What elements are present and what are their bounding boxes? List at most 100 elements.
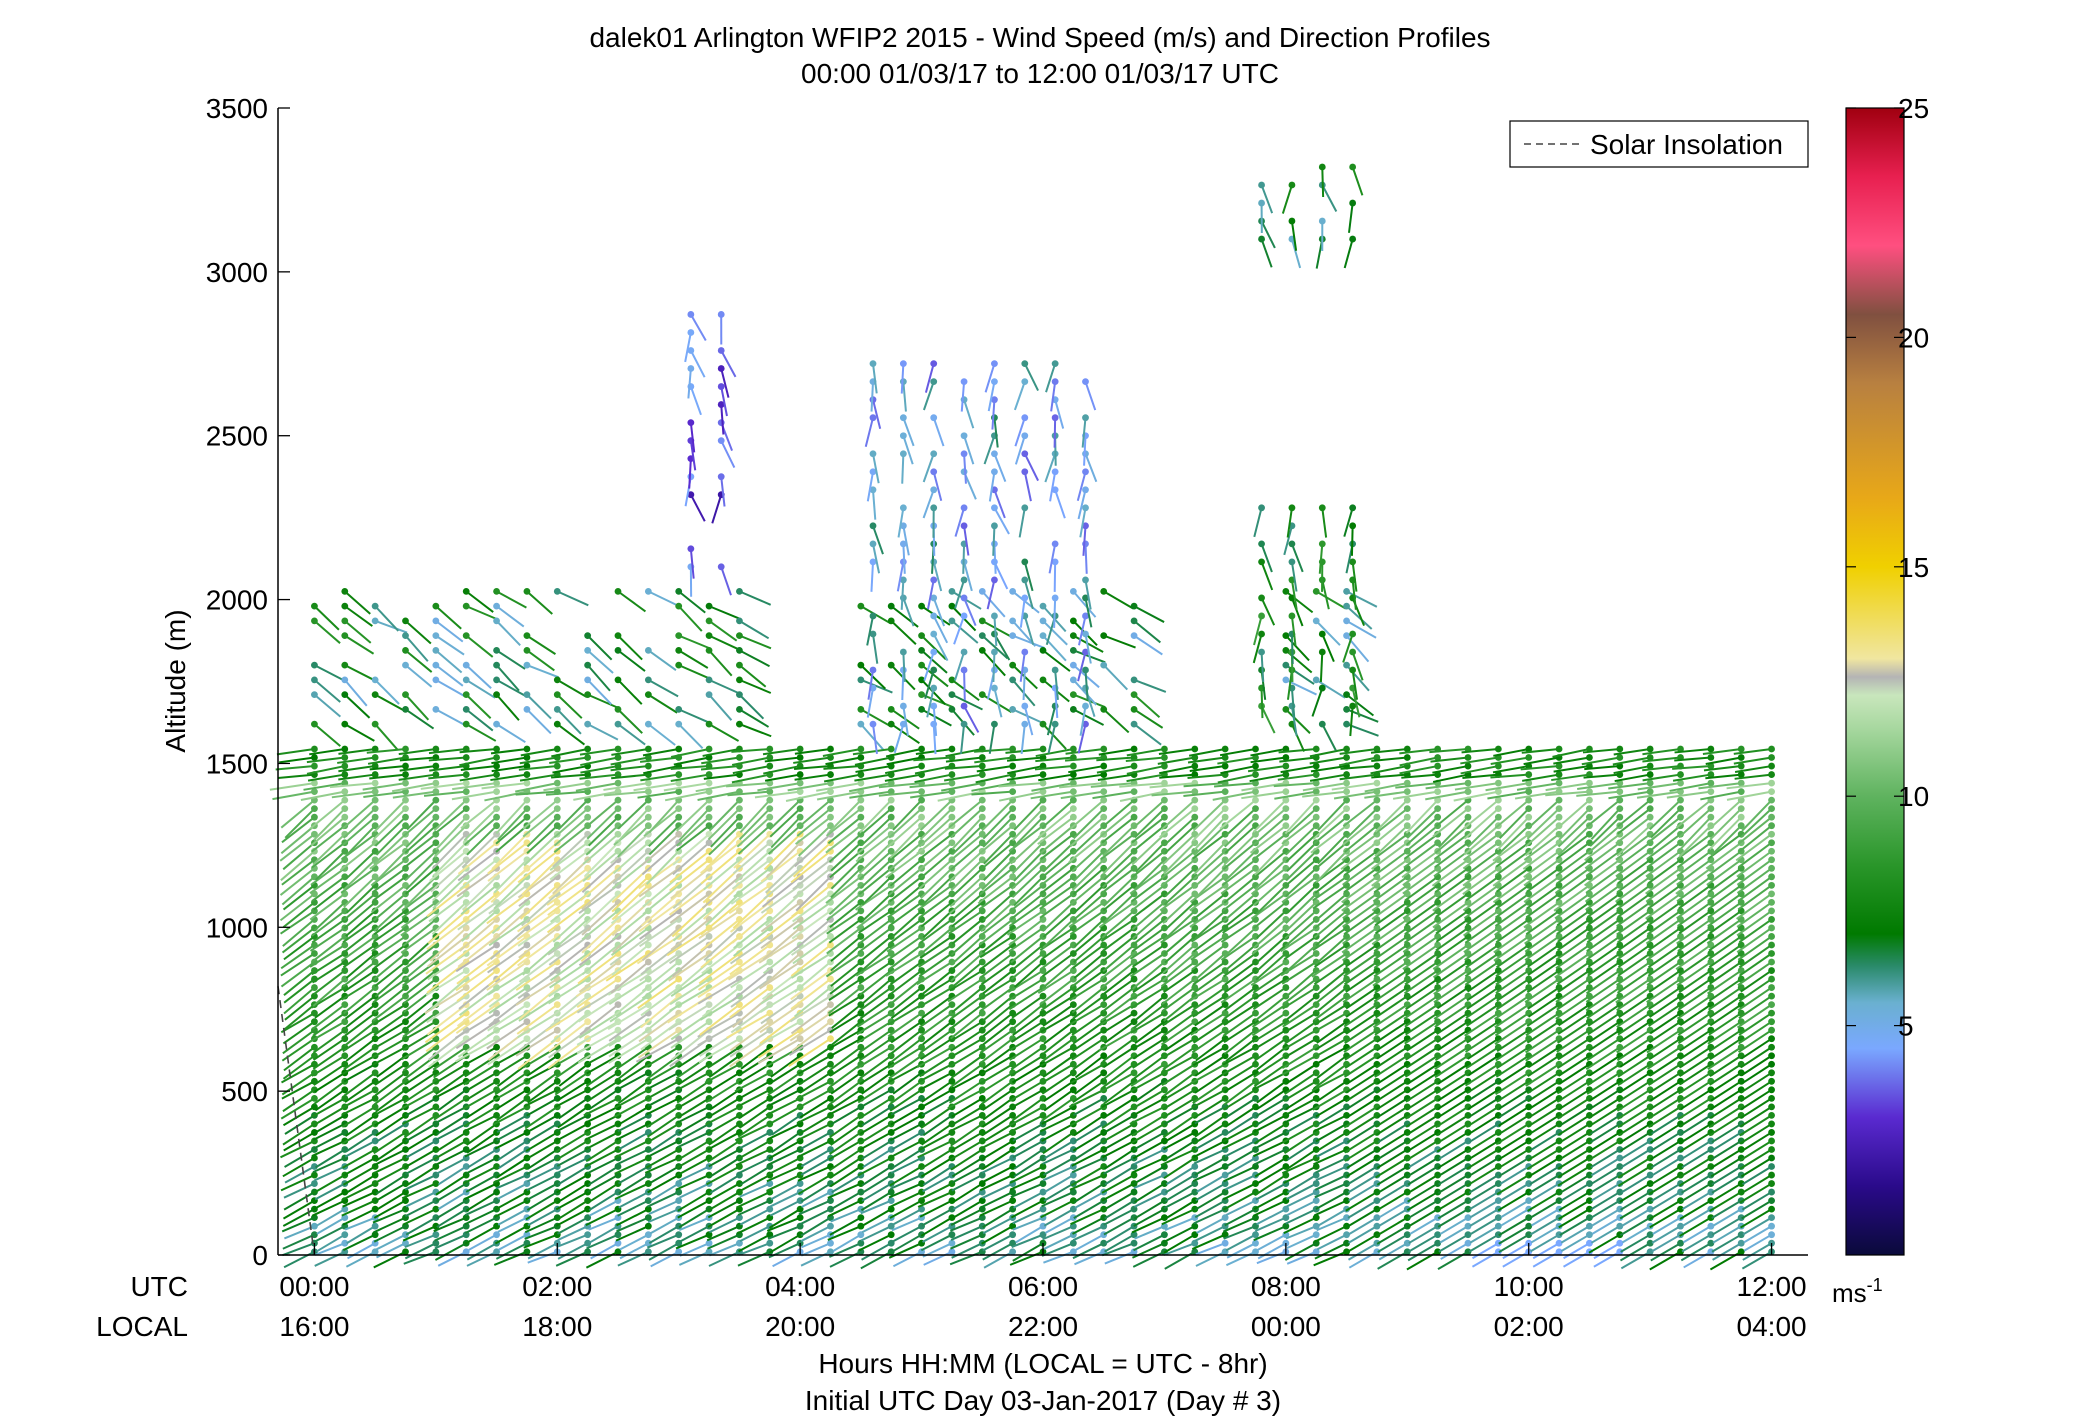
- wind-barb-shaft: [437, 1089, 467, 1112]
- wind-barb-shaft: [669, 986, 710, 1012]
- wind-barb-shaft: [313, 1063, 346, 1086]
- wind-barb-point: [1252, 1009, 1259, 1017]
- wind-barb-shaft: [460, 765, 497, 771]
- wind-barb-shaft: [586, 649, 614, 674]
- wind-barb-shaft: [434, 1242, 467, 1261]
- wind-barb-shaft: [429, 765, 467, 772]
- wind-barb-point: [1282, 676, 1290, 684]
- wind-barb-shaft: [549, 756, 588, 765]
- wind-barb-shaft: [374, 619, 408, 634]
- wind-barb-point: [827, 1222, 834, 1230]
- wind-barb-shaft: [578, 961, 619, 993]
- wind-barb-shaft: [731, 773, 770, 784]
- wind-barb-shaft: [650, 1182, 680, 1202]
- wind-barb-shaft: [433, 1097, 467, 1121]
- wind-barb-shaft: [342, 1233, 376, 1251]
- wind-barb-shaft: [734, 850, 771, 884]
- wind-barb-shaft: [373, 1080, 407, 1106]
- wind-barb-shaft: [677, 1105, 710, 1124]
- wind-barb-shaft: [649, 1216, 680, 1235]
- wind-barb-point: [827, 813, 834, 821]
- wind-barb-point: [311, 1103, 318, 1111]
- wind-barb-shaft: [707, 1182, 740, 1203]
- wind-barb-shaft: [465, 723, 497, 742]
- wind-barb-point: [402, 1146, 409, 1153]
- wind-barb-point: [918, 646, 925, 654]
- wind-barb-shaft: [401, 884, 437, 912]
- wind-barb-point: [432, 1103, 440, 1111]
- wind-barb-shaft: [494, 1131, 528, 1150]
- wind-barb-point: [918, 602, 925, 610]
- wind-barb-point: [1039, 771, 1047, 778]
- wind-barb-shaft: [669, 858, 710, 892]
- wind-barb-shaft: [738, 649, 770, 668]
- wind-barb-shaft: [526, 664, 560, 679]
- wind-barb-point: [705, 602, 713, 610]
- wind-barb-shaft: [403, 841, 437, 869]
- wind-barb-shaft: [370, 935, 407, 961]
- wind-barb-shaft: [493, 859, 528, 894]
- wind-barb-point: [1009, 788, 1017, 796]
- wind-barb-point: [705, 1248, 713, 1256]
- wind-barb-shaft: [585, 1105, 619, 1124]
- wind-barb-shaft: [676, 1080, 710, 1104]
- wind-barb-point: [493, 1043, 500, 1051]
- wind-barb-point: [978, 632, 986, 640]
- wind-barb-shaft: [525, 1199, 558, 1221]
- wind-barb-point: [614, 632, 622, 640]
- wind-barb-point: [614, 745, 622, 753]
- wind-barb-point: [493, 779, 500, 787]
- wind-barb-shaft: [329, 782, 376, 789]
- wind-barb-point: [523, 1094, 531, 1102]
- wind-barb-shaft: [342, 1148, 376, 1169]
- wind-barb-shaft: [282, 1054, 316, 1080]
- wind-barb-shaft: [284, 1148, 315, 1168]
- wind-barb-shaft: [668, 1003, 710, 1031]
- wind-barb-shaft: [432, 867, 467, 902]
- wind-barb-point: [341, 676, 349, 684]
- wind-barb-shaft: [702, 867, 741, 904]
- wind-barb-shaft: [433, 1140, 467, 1161]
- wind-barb-point: [371, 1231, 379, 1239]
- wind-barb-shaft: [316, 1216, 346, 1235]
- wind-barb-shaft: [374, 723, 399, 751]
- wind-barb-shaft: [402, 807, 437, 838]
- wind-barb-point: [887, 705, 895, 713]
- wind-barb-shaft: [577, 1037, 619, 1064]
- wind-barb-shaft: [404, 850, 437, 882]
- wind-barb-point: [311, 984, 318, 991]
- wind-barb-shaft: [644, 1157, 680, 1174]
- wind-barb-point: [1282, 958, 1290, 966]
- wind-barb-shaft: [669, 893, 710, 924]
- wind-barb-shaft: [316, 1208, 346, 1227]
- wind-barb-point: [371, 1001, 379, 1009]
- wind-barb-point: [553, 813, 561, 821]
- wind-barb-shaft: [550, 1012, 589, 1044]
- wind-barb-point: [1343, 754, 1350, 761]
- wind-barb-shaft: [639, 952, 680, 982]
- wind-barb-shaft: [523, 1088, 558, 1108]
- wind-barb-shaft: [522, 807, 558, 838]
- wind-barb-shaft: [309, 893, 346, 921]
- wind-barb-shaft: [553, 824, 589, 854]
- wind-barb-shaft: [587, 723, 619, 741]
- wind-barb-shaft: [556, 1199, 589, 1221]
- wind-barb-shaft: [580, 927, 619, 963]
- wind-barb-point: [493, 691, 500, 699]
- wind-barb-shaft: [300, 790, 345, 801]
- wind-barb-point: [1312, 822, 1320, 830]
- wind-barb-point: [523, 1137, 531, 1145]
- wind-barb-point: [887, 813, 895, 821]
- wind-barb-shaft: [554, 1088, 589, 1108]
- wind-barb-shaft: [647, 590, 680, 607]
- wind-barb-shaft: [401, 1037, 437, 1061]
- wind-barb-point: [644, 813, 652, 821]
- wind-barb-point: [1343, 617, 1350, 625]
- wind-barb-point: [462, 676, 470, 684]
- wind-barb-shaft: [283, 1191, 315, 1211]
- wind-barb-shaft: [708, 1071, 740, 1093]
- wind-barb-shaft: [732, 893, 771, 929]
- wind-barb-point: [493, 805, 500, 813]
- wind-barb-point: [371, 779, 379, 787]
